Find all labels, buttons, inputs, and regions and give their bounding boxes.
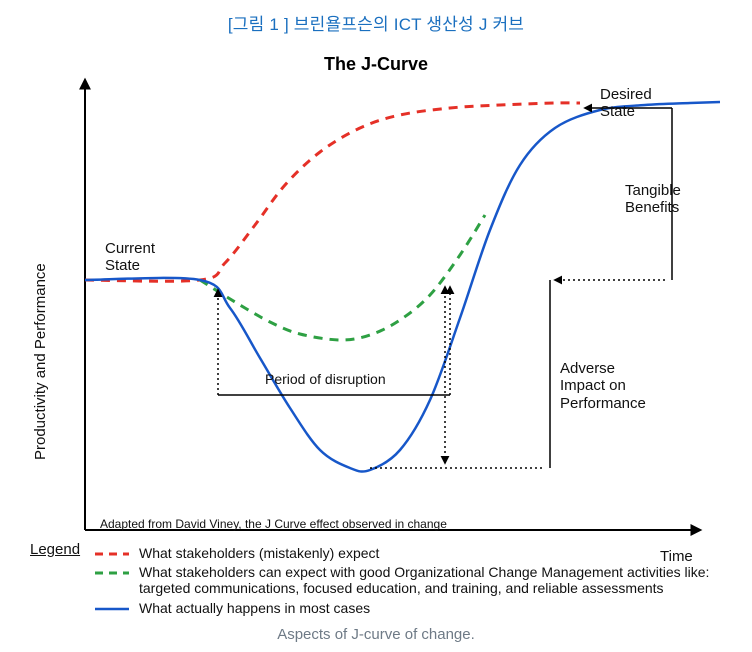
legend-label: What stakeholders can expect with good O… bbox=[139, 564, 715, 596]
label-adverse-impact: Adverse Impact on Performance bbox=[560, 360, 646, 412]
x-axis-label: Time bbox=[660, 548, 693, 565]
series-ocm bbox=[200, 215, 485, 340]
series-actual bbox=[85, 102, 720, 472]
legend-item: What stakeholders can expect with good O… bbox=[95, 564, 715, 596]
label-period-of-disruption: Period of disruption bbox=[265, 371, 386, 387]
caption-bottom: Aspects of J-curve of change. bbox=[0, 626, 752, 643]
legend-label: What actually happens in most cases bbox=[139, 600, 370, 616]
label-desired-state: Desired State bbox=[600, 86, 652, 121]
legend-item: What stakeholders (mistakenly) expect bbox=[95, 545, 379, 561]
page: [그림 1 ] 브린욜프슨의 ICT 생산성 J 커브 The J-Curve … bbox=[0, 0, 752, 652]
legend-label: What stakeholders (mistakenly) expect bbox=[139, 545, 379, 561]
label-tangible-benefits: Tangible Benefits bbox=[625, 182, 681, 217]
label-current-state: Current State bbox=[105, 240, 155, 275]
source-credit: Adapted from David Viney, the J Curve ef… bbox=[100, 517, 447, 531]
annotations bbox=[218, 108, 672, 468]
legend-title: Legend bbox=[30, 541, 80, 558]
axes bbox=[85, 80, 700, 530]
y-axis-label: Productivity and Performance bbox=[32, 263, 49, 460]
legend-item: What actually happens in most cases bbox=[95, 600, 370, 616]
